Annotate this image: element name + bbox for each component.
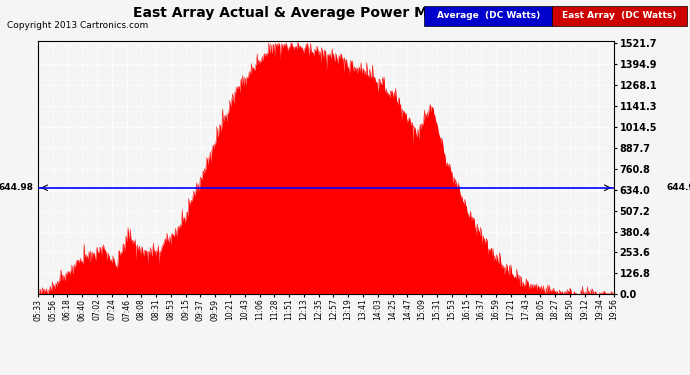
- Text: Copyright 2013 Cartronics.com: Copyright 2013 Cartronics.com: [7, 21, 148, 30]
- Text: 644.98: 644.98: [667, 183, 690, 192]
- Text: East Array Actual & Average Power Mon May 20 20:12: East Array Actual & Average Power Mon Ma…: [132, 6, 558, 20]
- Text: East Array  (DC Watts): East Array (DC Watts): [562, 12, 676, 20]
- Text: 644.98: 644.98: [0, 183, 34, 192]
- Text: Average  (DC Watts): Average (DC Watts): [437, 12, 540, 20]
